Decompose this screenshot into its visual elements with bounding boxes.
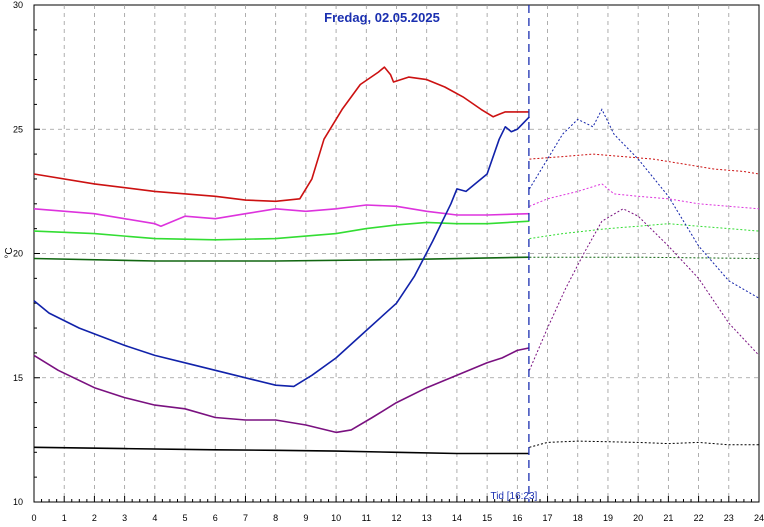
x-tick-label: 24: [754, 513, 764, 523]
x-tick-label: 5: [183, 513, 188, 523]
series-3-measured-line: [33, 256, 530, 262]
series-0-forecast-line: [529, 153, 760, 175]
series-6-measured-line: [33, 446, 530, 455]
series-4-measured-line: [33, 116, 530, 388]
chart-title: Fredag, 02.05.2025: [324, 10, 440, 25]
x-tick-label: 13: [422, 513, 432, 523]
x-tick-label: 21: [663, 513, 673, 523]
x-tick-label: 14: [452, 513, 462, 523]
x-tick-label: 12: [391, 513, 401, 523]
series-5-forecast-line: [528, 208, 760, 371]
y-axis-label: °C: [4, 247, 15, 258]
y-tick-label: 15: [13, 373, 23, 383]
x-tick-label: 9: [303, 513, 308, 523]
y-tick-label: 20: [13, 249, 23, 259]
x-tick-label: 0: [31, 513, 36, 523]
series-2-forecast-line: [529, 223, 760, 240]
x-tick-label: 7: [243, 513, 248, 523]
x-tick-label: 17: [543, 513, 553, 523]
series-5-measured-line: [33, 347, 530, 434]
x-tick-label: 6: [213, 513, 218, 523]
series-group: [33, 66, 760, 455]
y-tick-label: 25: [13, 124, 23, 134]
current-time-label: Tid [16:23]: [490, 491, 537, 502]
x-tick-label: 19: [603, 513, 613, 523]
x-tick-label: 10: [331, 513, 341, 523]
x-tick-label: 23: [724, 513, 734, 523]
x-tick-label: 15: [482, 513, 492, 523]
x-tick-label: 1: [62, 513, 67, 523]
x-tick-label: 18: [573, 513, 583, 523]
x-tick-label: 11: [362, 513, 371, 523]
series-0-measured-line: [33, 66, 530, 203]
series-1-measured-line: [33, 204, 530, 227]
series-1-forecast-line: [529, 183, 760, 210]
series-6-forecast-line: [529, 440, 759, 448]
x-tick-label: 4: [152, 513, 157, 523]
series-4-forecast-line: [528, 108, 760, 299]
x-tick-label: 2: [92, 513, 97, 523]
x-tick-label: 20: [633, 513, 643, 523]
series-3-forecast-line: [529, 256, 760, 259]
y-tick-label: 10: [13, 497, 23, 507]
x-tick-label: 8: [273, 513, 278, 523]
x-tick-label: 3: [122, 513, 127, 523]
series-2-measured-line: [33, 220, 530, 241]
x-tick-label: 22: [694, 513, 704, 523]
x-tick-label: 16: [512, 513, 522, 523]
y-tick-label: 30: [13, 0, 23, 10]
